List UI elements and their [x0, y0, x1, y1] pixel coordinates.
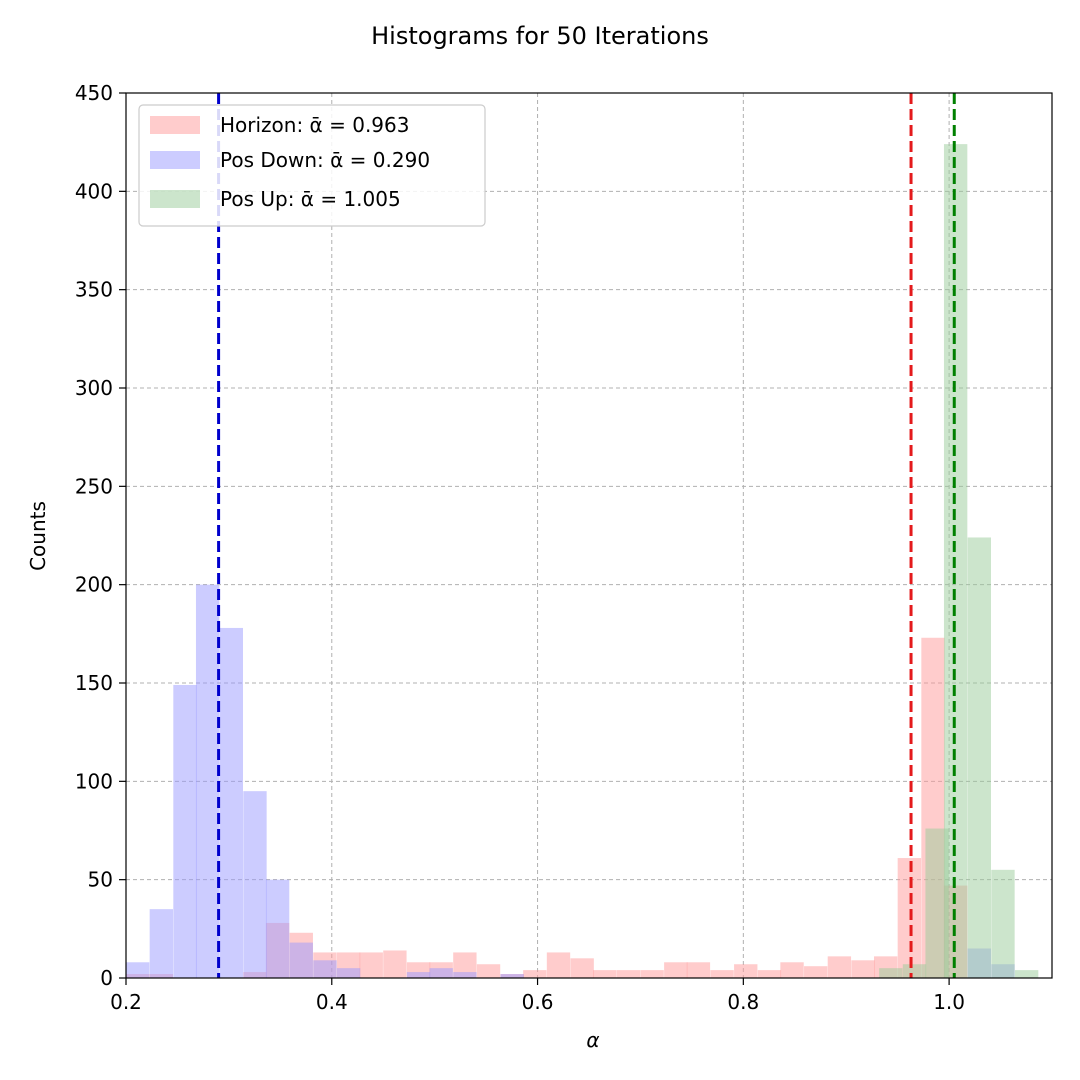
histogram-bar [827, 956, 852, 978]
histogram-bar [902, 964, 927, 978]
histogram-bar [593, 970, 617, 978]
histogram-bar [991, 869, 1015, 978]
legend-label-horizon: Horizon: ᾱ = 0.963 [220, 113, 409, 137]
y-tick-label: 400 [75, 179, 113, 203]
histogram-bar [897, 858, 922, 978]
y-tick-label: 300 [75, 376, 113, 400]
histogram-bar [219, 627, 243, 978]
histogram-bar [149, 909, 174, 978]
y-tick-label: 350 [75, 278, 113, 302]
histogram-bar [523, 970, 547, 978]
legend: Horizon: ᾱ = 0.963 Pos Down: ᾱ = 0.290 P… [138, 104, 486, 227]
y-tick-label: 100 [75, 769, 113, 793]
y-tick-label: 250 [75, 474, 113, 498]
legend-box [138, 104, 486, 227]
histogram-bar [289, 942, 313, 978]
y-tick-label: 50 [88, 868, 113, 892]
histogram-bar [500, 974, 524, 978]
histogram-bar [243, 791, 267, 978]
chart-title: Histograms for 50 Iterations [371, 22, 709, 50]
y-tick-label: 450 [75, 81, 113, 105]
histogram-bar [710, 970, 734, 978]
x-tick-label: 0.6 [522, 990, 554, 1014]
y-tick-label: 0 [100, 966, 113, 990]
plot-frame [125, 92, 1053, 979]
histogram-bar [780, 962, 804, 978]
x-tick-label: 0.2 [110, 990, 142, 1014]
histogram-bar [429, 968, 453, 978]
histogram-bar [804, 966, 828, 978]
histogram-bar [383, 950, 407, 978]
x-tick-label: 1.0 [933, 990, 965, 1014]
bars-layer [126, 144, 1039, 979]
histogram-bar [313, 960, 337, 978]
histogram-bar [570, 958, 594, 978]
legend-swatch-horizon [150, 116, 200, 134]
histogram-bar [546, 952, 571, 978]
y-axis-label: Counts [26, 501, 50, 571]
ticks-layer: 0.2 0.4 0.6 0.8 1.0 0 50 100 150 200 250 300 350 400 4… [75, 81, 965, 1014]
histogram-bar [1014, 970, 1039, 978]
histogram-bar [925, 828, 949, 978]
y-tick-label: 200 [75, 573, 113, 597]
histogram-bar [359, 952, 383, 978]
histogram-bar [173, 684, 197, 978]
histogram-bar [195, 584, 220, 978]
histogram-bar [453, 972, 477, 978]
histogram-bar [686, 962, 711, 978]
legend-swatch-pos-down [150, 151, 200, 169]
histogram-bar [640, 970, 664, 978]
x-tick-label: 0.8 [727, 990, 759, 1014]
histogram-bar [851, 960, 875, 978]
histogram-bar [126, 962, 150, 978]
histogram-bar [616, 970, 641, 978]
legend-label-pos-down: Pos Down: ᾱ = 0.290 [220, 148, 430, 172]
histogram-bar [734, 964, 758, 978]
legend-label-pos-up: Pos Up: ᾱ = 1.005 [220, 187, 401, 211]
x-axis-label: α [586, 1028, 599, 1052]
histogram-bar [476, 964, 501, 978]
histogram-bar [406, 972, 431, 978]
histogram-bar [336, 968, 361, 978]
histogram-bar [265, 879, 290, 978]
histogram-bar [757, 970, 782, 978]
histogram-bar [453, 952, 477, 978]
legend-swatch-pos-up [150, 190, 200, 208]
histogram-bar [664, 962, 688, 978]
x-tick-label: 0.4 [316, 990, 348, 1014]
histogram-bar [879, 968, 903, 978]
y-tick-label: 150 [75, 671, 113, 695]
mean-lines-layer [217, 93, 956, 978]
histogram-bar [967, 537, 991, 978]
